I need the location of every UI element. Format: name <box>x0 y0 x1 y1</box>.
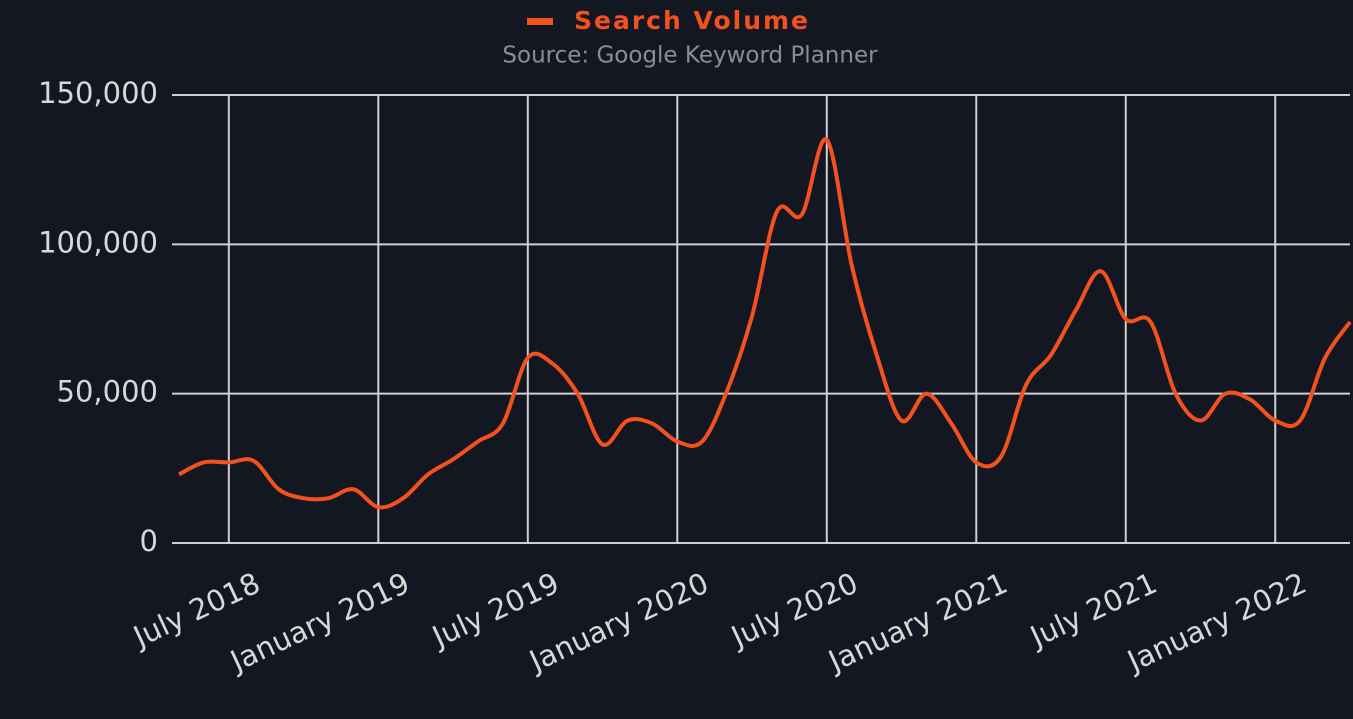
y-tick-label: 0 <box>140 524 158 558</box>
legend-label: Search Volume <box>574 6 810 35</box>
y-tick-label: 150,000 <box>38 76 158 110</box>
data-line <box>178 137 1352 510</box>
legend-swatch <box>527 18 553 25</box>
chart-subtitle: Source: Google Keyword Planner <box>502 43 878 69</box>
y-tick-label: 50,000 <box>57 375 158 409</box>
y-tick-label: 100,000 <box>38 225 158 259</box>
